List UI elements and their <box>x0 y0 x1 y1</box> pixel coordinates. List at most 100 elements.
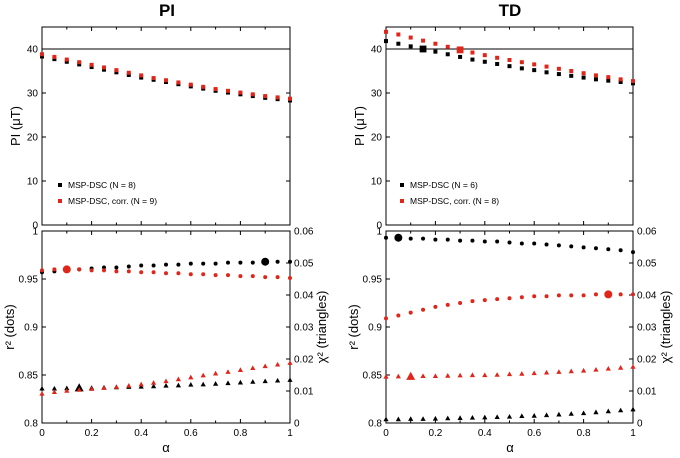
data-point-triangle <box>581 367 587 373</box>
data-point-dot <box>40 268 44 273</box>
data-point-dot <box>458 238 463 243</box>
data-point-triangle <box>568 368 574 374</box>
data-point-triangle <box>175 382 181 388</box>
data-point-dot <box>421 307 426 312</box>
data-point-square <box>89 65 94 70</box>
data-point-dot <box>519 241 524 246</box>
x-tick-label: 0.4 <box>134 428 148 439</box>
data-point-triangle <box>151 380 157 385</box>
y-tick-right-label: 0.02 <box>637 355 657 366</box>
data-point-triangle <box>39 390 45 396</box>
data-point-triangle <box>630 364 636 369</box>
y-tick-label: 1 <box>376 227 382 238</box>
data-point-dot <box>288 259 292 264</box>
data-point-triangle <box>408 416 414 421</box>
data-point-square <box>606 75 611 80</box>
data-point-dot <box>77 267 82 272</box>
legend-marker-black <box>58 183 62 187</box>
data-point-dot <box>226 260 230 265</box>
data-point-square <box>507 58 512 62</box>
data-point-dot <box>261 257 270 266</box>
data-point-triangle <box>287 377 293 382</box>
panel-td-bottom-frame <box>385 230 634 424</box>
data-point-square <box>213 87 218 92</box>
y-tick-right-label: 0.01 <box>294 387 314 398</box>
data-point-square <box>581 75 586 80</box>
data-point-square <box>421 38 426 43</box>
x-tick-label: 0 <box>383 428 389 439</box>
data-point-square <box>456 46 464 54</box>
x-tick-label: 0.2 <box>85 428 99 439</box>
y-tick-label: 1 <box>32 227 38 238</box>
data-point-square <box>151 76 156 81</box>
data-point-triangle <box>494 414 500 419</box>
data-point-triangle <box>494 372 500 377</box>
data-point-dot <box>408 310 413 315</box>
data-point-dot <box>213 273 218 278</box>
data-point-dot <box>275 259 280 264</box>
data-point-square <box>52 54 57 59</box>
data-point-square <box>569 73 574 78</box>
data-point-triangle <box>395 416 401 422</box>
data-point-dot <box>394 233 403 242</box>
data-point-dot <box>275 275 280 280</box>
data-point-dot <box>421 236 426 241</box>
data-point-triangle <box>630 406 636 412</box>
data-point-triangle <box>237 367 243 372</box>
x-tick-label: 1 <box>630 428 636 439</box>
data-point-square <box>176 80 181 85</box>
data-point-triangle <box>469 372 476 378</box>
data-point-triangle <box>76 387 82 392</box>
data-point-dot <box>384 316 388 321</box>
data-point-dot <box>482 298 487 303</box>
data-point-triangle <box>51 389 57 395</box>
data-point-triangle <box>163 378 169 384</box>
data-point-square <box>396 41 401 46</box>
data-point-square <box>139 75 144 80</box>
data-point-dot <box>176 271 181 276</box>
data-point-dot <box>544 294 549 299</box>
data-point-triangle <box>163 382 169 388</box>
data-point-square <box>544 70 549 75</box>
data-point-square <box>532 68 537 73</box>
y-tick-label: 10 <box>371 177 383 188</box>
data-point-square <box>544 64 549 69</box>
data-point-square <box>470 57 475 62</box>
data-point-dot <box>238 274 243 279</box>
data-point-triangle <box>432 373 438 379</box>
data-point-square <box>263 94 268 99</box>
y-tick-label: 0 <box>32 221 38 232</box>
title-pi: PI <box>159 1 175 20</box>
y-tick-label: 0.8 <box>24 419 38 430</box>
data-point-triangle <box>237 379 243 385</box>
data-point-dot <box>201 272 206 277</box>
data-point-triangle <box>556 411 562 417</box>
x-tick-label: 0.4 <box>478 428 492 439</box>
data-point-square <box>519 66 524 71</box>
data-point-dot <box>151 270 156 275</box>
data-point-square <box>593 77 598 82</box>
y-tick-label: 0.95 <box>19 275 39 286</box>
x-tick-label: 1 <box>287 428 293 439</box>
y-tick-label: 40 <box>371 45 383 56</box>
y-tick-right-label: 0.06 <box>294 227 314 238</box>
x-tick-label: 0.8 <box>577 428 591 439</box>
data-point-dot <box>581 245 586 250</box>
data-point-square <box>201 84 206 89</box>
data-point-square <box>52 57 57 62</box>
data-point-dot <box>384 235 388 240</box>
data-point-triangle <box>225 369 231 374</box>
y-tick-label: 0.9 <box>368 323 382 334</box>
data-point-square <box>384 39 388 44</box>
data-point-dot <box>569 293 574 298</box>
data-point-triangle <box>445 415 451 421</box>
data-point-triangle <box>618 407 624 413</box>
data-point-dot <box>581 293 586 298</box>
data-point-square <box>238 90 243 95</box>
data-point-dot <box>102 268 106 273</box>
data-point-triangle <box>506 414 513 419</box>
data-point-dot <box>151 263 156 268</box>
data-point-square <box>631 81 635 86</box>
data-point-dot <box>519 295 524 300</box>
